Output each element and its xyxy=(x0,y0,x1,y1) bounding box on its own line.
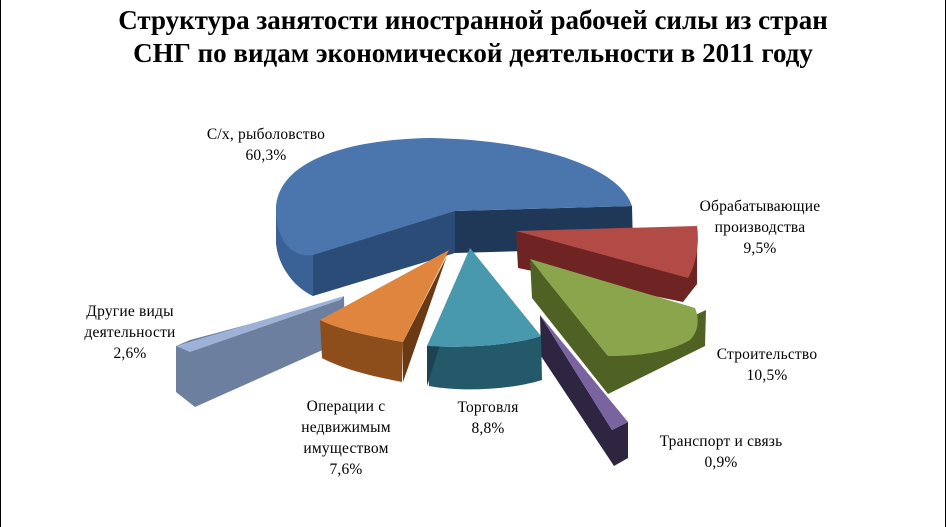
label-other-name-1: Другие виды xyxy=(86,303,174,320)
slice-real-estate xyxy=(320,250,449,382)
slice-agri-rim xyxy=(276,210,313,296)
chart-title-line-2: СНГ по видам экономической деятельности … xyxy=(133,38,813,68)
slice-manufacturing xyxy=(516,226,698,302)
slice-construction-side xyxy=(530,259,706,394)
slice-real-estate-side xyxy=(320,320,403,382)
label-construction-name: Строительство xyxy=(716,346,818,363)
label-other-name-2: деятельности xyxy=(84,324,176,341)
label-transport-name: Транспорт и связь xyxy=(659,433,783,450)
slice-transport-top xyxy=(540,315,628,430)
label-real-estate-name-1: Операции с xyxy=(306,398,386,415)
label-trade-value: 8,8% xyxy=(471,420,505,437)
label-real-estate-name-2: недвижимым xyxy=(301,419,391,436)
slice-transport xyxy=(540,315,628,466)
chart-title: Структура занятости иностранной рабочей … xyxy=(0,4,946,70)
label-other-value: 2,6% xyxy=(113,345,147,362)
label-agri-value: 60,3% xyxy=(245,147,287,164)
chart-title-line-1: Структура занятости иностранной рабочей … xyxy=(118,5,828,35)
slice-other-top xyxy=(176,296,344,352)
label-other: Другие виды деятельности 2,6% xyxy=(60,301,200,364)
slice-construction-top xyxy=(530,259,698,356)
label-real-estate: Операции с недвижимым имуществом 7,6% xyxy=(276,396,416,480)
label-manufacturing-name-1: Обрабатывающие xyxy=(699,198,821,215)
slice-manufacturing-side xyxy=(516,228,697,302)
label-trade: Торговля 8,8% xyxy=(428,397,548,439)
label-agri: С/х, рыболовство 60,3% xyxy=(176,124,356,166)
slice-other xyxy=(176,296,345,407)
label-construction: Строительство 10,5% xyxy=(692,344,842,386)
slice-trade-side xyxy=(427,336,542,390)
slice-construction xyxy=(530,259,706,394)
slice-other-side xyxy=(176,296,345,407)
slice-manufacturing-top xyxy=(516,226,698,278)
label-manufacturing-name-2: производства xyxy=(714,219,806,236)
slice-agri xyxy=(276,138,633,296)
label-agri-name: С/х, рыболовство xyxy=(206,126,326,143)
slice-real-estate-top xyxy=(320,250,449,342)
slice-trade xyxy=(427,248,542,390)
slice-trade-top xyxy=(427,248,541,347)
label-manufacturing-value: 9,5% xyxy=(743,240,777,257)
label-real-estate-name-3: имуществом xyxy=(303,440,389,457)
frame-left-border xyxy=(0,0,1,527)
label-construction-value: 10,5% xyxy=(746,367,788,384)
slice-transport-side xyxy=(540,315,628,466)
label-trade-name: Торговля xyxy=(457,399,519,416)
slice-agri-top xyxy=(276,138,632,257)
label-transport-value: 0,9% xyxy=(704,454,738,471)
slice-real-estate-bevel xyxy=(403,250,449,382)
label-transport: Транспорт и связь 0,9% xyxy=(636,431,806,473)
label-real-estate-value: 7,6% xyxy=(329,461,363,478)
label-manufacturing: Обрабатывающие производства 9,5% xyxy=(680,196,840,259)
